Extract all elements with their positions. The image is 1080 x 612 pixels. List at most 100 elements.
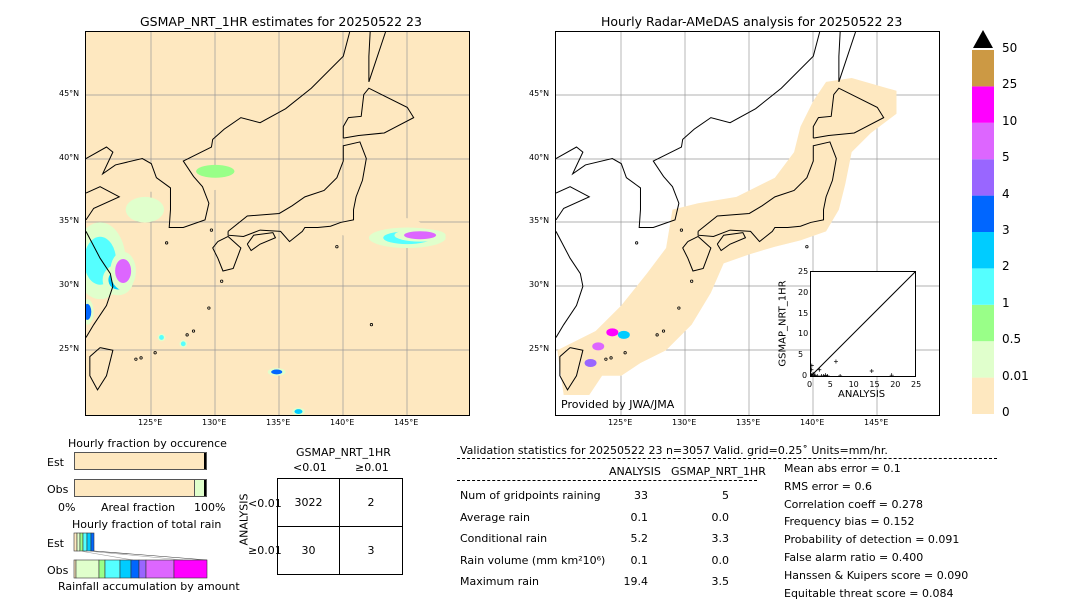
island	[661, 329, 666, 333]
cell-hit: 3	[367, 543, 375, 557]
scatter-ytick: 0	[802, 371, 808, 380]
score: Correlation coeff = 0.278	[784, 497, 923, 511]
coastline	[342, 87, 415, 139]
lat-tick: 35°N	[529, 216, 550, 225]
stat-label: Num of gridpoints raining	[460, 489, 601, 502]
scatter-xlabel: ANALYSIS	[838, 389, 886, 400]
island	[335, 245, 339, 249]
island	[209, 228, 214, 232]
rain-accum-label: Rainfall accumulation by amount	[58, 580, 240, 593]
est-occurrence-bar	[74, 452, 207, 470]
island	[623, 351, 627, 355]
island	[805, 245, 809, 249]
scatter-point	[809, 367, 814, 372]
coastline	[559, 347, 584, 391]
rain-core	[180, 341, 186, 347]
colorbar-segment	[972, 159, 994, 196]
occurrence-title: Hourly fraction by occurence	[68, 437, 227, 450]
col-gsmap: GSMAP_NRT_1HR	[671, 465, 766, 478]
left-map-title: GSMAP_NRT_1HR estimates for 20250522 23	[140, 14, 422, 29]
stat-analysis: 19.4	[623, 575, 649, 588]
colorbar-segment	[972, 86, 994, 123]
coastline	[86, 186, 121, 221]
scatter-point	[833, 359, 838, 364]
total-rain-title: Hourly fraction of total rain	[72, 518, 222, 531]
stat-gsmap: 3.5	[711, 575, 730, 588]
cell-miss: 30	[278, 526, 340, 574]
stat-gsmap: 3.3	[711, 532, 730, 545]
rain-area	[196, 164, 235, 178]
colorbar-segment	[972, 268, 994, 305]
lon-tick: 130°E	[202, 418, 227, 427]
scatter-point	[823, 373, 828, 378]
island	[635, 241, 639, 245]
island	[604, 357, 608, 361]
cell-hit-none: 3022	[278, 479, 340, 527]
scatter-xtick: 10	[848, 380, 859, 389]
colorbar-label: 0	[1002, 405, 1010, 419]
island	[677, 306, 681, 310]
colorbar-segment	[972, 304, 994, 342]
radar-analysis-map: Provided by JWA/JMA	[555, 31, 940, 416]
colorbar-label: 4	[1002, 186, 1010, 201]
colorbar-segment	[972, 50, 994, 87]
lon-tick: 125°E	[138, 418, 163, 427]
coastline	[368, 32, 371, 82]
coastline	[682, 235, 712, 272]
contingency-col-title: GSMAP_NRT_1HR	[296, 446, 391, 459]
coastline	[212, 235, 242, 272]
lon-tick: 145°E	[864, 418, 889, 427]
colorbar-label: 5	[1002, 150, 1010, 165]
scatter-xtick: 15	[869, 380, 880, 389]
island	[207, 306, 211, 310]
scatter-point	[869, 369, 874, 374]
island	[139, 356, 143, 360]
coastline	[556, 186, 591, 221]
col-analysis: ANALYSIS	[609, 465, 661, 478]
rain-area	[125, 196, 165, 223]
lon-tick: 140°E	[800, 418, 825, 427]
lat-tick: 40°N	[529, 153, 550, 162]
stat-label: Conditional rain	[460, 532, 548, 545]
lat-tick: 40°N	[59, 153, 80, 162]
cell-false-alarm: 2	[340, 479, 402, 527]
rain-core	[115, 258, 132, 283]
scatter-point	[817, 367, 822, 372]
scatter-point	[838, 374, 843, 378]
colorbar	[971, 30, 995, 414]
lon-tick: 135°E	[266, 418, 291, 427]
island	[185, 333, 189, 337]
coastline	[838, 32, 841, 82]
contingency-table: 3022 2 30 3	[277, 478, 403, 575]
colorbar-segment	[972, 232, 994, 269]
score: Hanssen & Kuipers score = 0.090	[784, 568, 969, 582]
scatter-ytick: 15	[798, 308, 809, 318]
stat-analysis: 0.1	[630, 553, 649, 567]
data-credit: Provided by JWA/JMA	[561, 398, 675, 411]
coastline	[812, 87, 885, 139]
right-map-title: Hourly Radar-AMeDAS analysis for 2025052…	[601, 14, 903, 29]
stat-gsmap: 5	[722, 489, 729, 502]
scatter-ytick: 20	[798, 287, 809, 297]
validation-header: Validation statistics for 20250522 23 n=…	[460, 444, 888, 457]
island	[369, 323, 374, 327]
coastline	[246, 232, 277, 252]
rain-core	[159, 335, 164, 340]
row2-label: ≥0.01	[248, 544, 282, 557]
colorbar-label: 0.01	[1002, 368, 1029, 383]
rain-core	[294, 409, 303, 414]
scatter-ytick: 10	[798, 329, 809, 339]
rain-core	[404, 231, 437, 240]
island	[191, 329, 196, 333]
coastline	[556, 32, 821, 229]
colorbar-label: 0.5	[1002, 332, 1022, 347]
scatter-ytick: 5	[798, 350, 804, 360]
score: RMS error = 0.6	[784, 479, 872, 493]
island	[655, 333, 659, 337]
island	[153, 351, 157, 355]
score: False alarm ratio = 0.400	[784, 551, 924, 564]
stat-label: Rain volume (mm km²10⁶)	[460, 553, 606, 567]
score: Frequency bias = 0.152	[784, 515, 915, 529]
colorbar-segment	[972, 195, 994, 232]
stat-label: Maximum rain	[460, 575, 539, 588]
